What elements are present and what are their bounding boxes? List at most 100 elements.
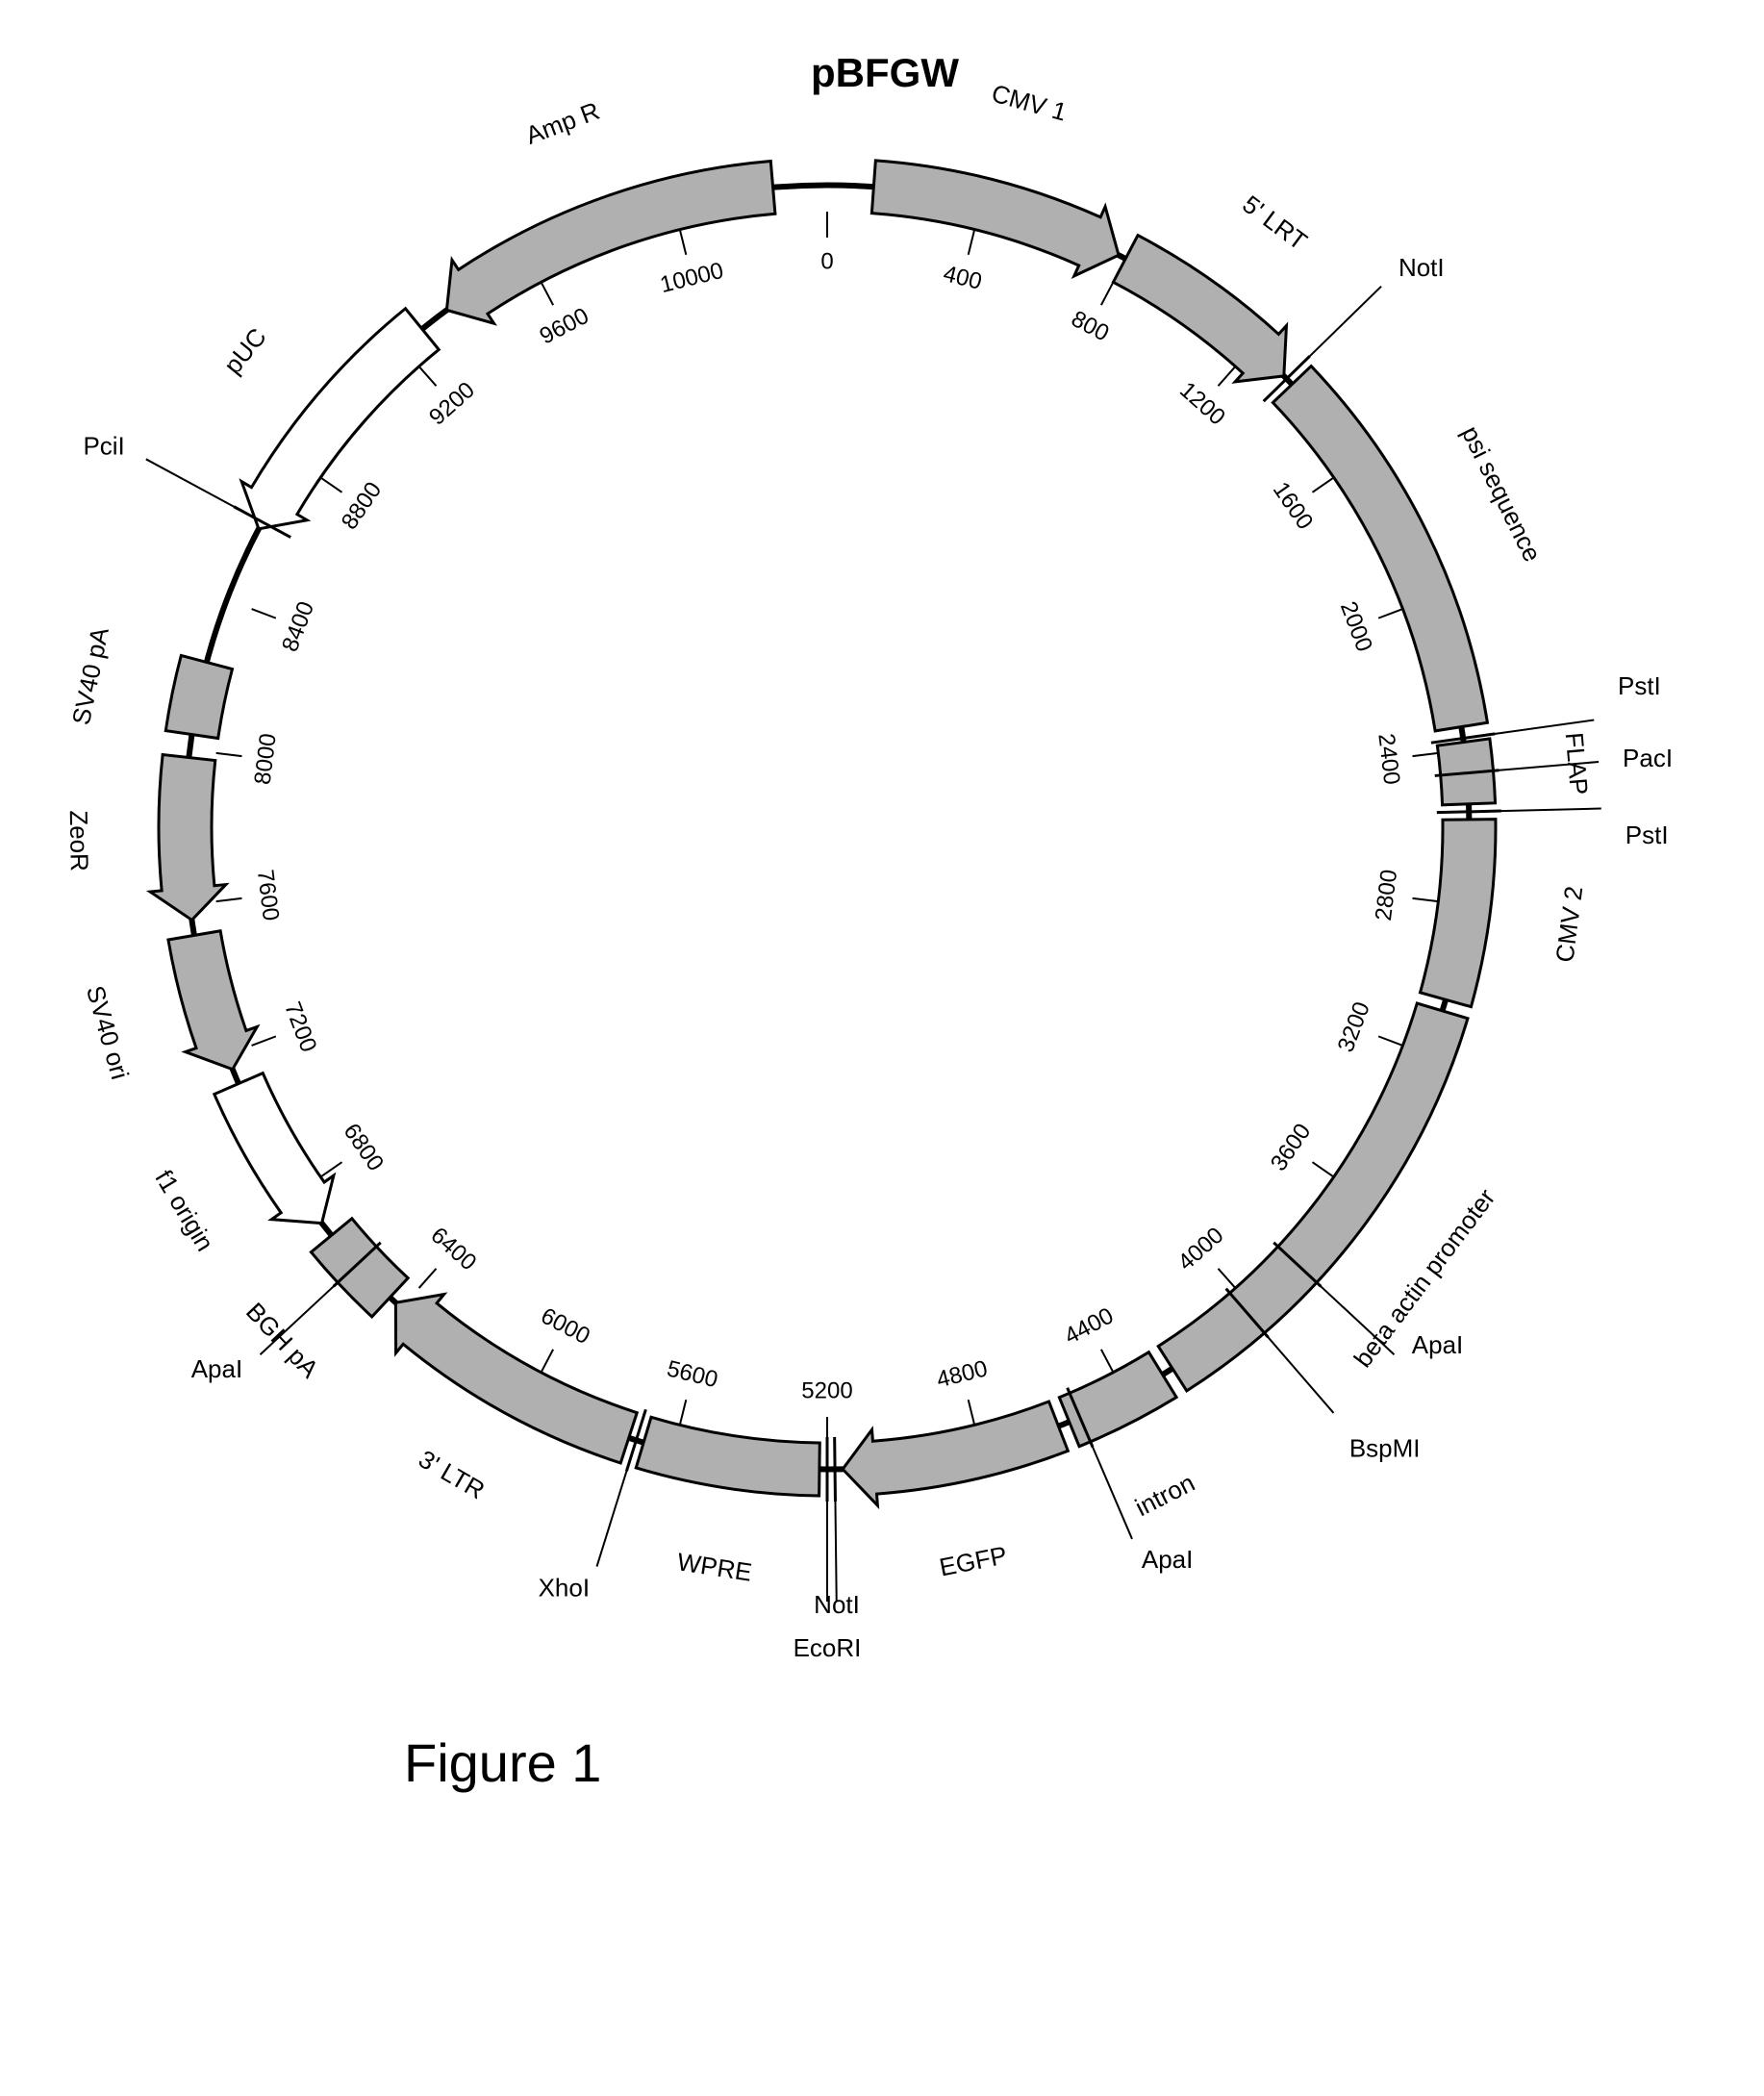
site-leader [597,1466,629,1567]
feature-label: psi sequence [1456,421,1548,567]
feature-label: 3' LTR [414,1444,490,1504]
feature-intron [1059,1352,1176,1447]
tick-label: 10000 [658,258,726,298]
tick-mark [320,477,341,492]
tick-mark [542,1350,554,1373]
tick-mark [969,230,974,255]
site-label: ApaI [191,1354,243,1383]
tick-label: 3200 [1333,998,1375,1055]
tick-label: 8800 [337,477,388,534]
site-leader [1091,1442,1132,1539]
site-tick [835,1437,836,1502]
tick-label: 7200 [279,998,321,1055]
feature-puc [241,309,439,529]
tick-mark [1101,1350,1114,1373]
site-label: ApaI [1412,1330,1464,1359]
tick-label: 2400 [1373,732,1404,786]
tick-mark [542,282,554,305]
tick-label: 800 [1067,306,1113,347]
feature-label: SV40 pA [66,624,114,727]
tick-label: 6800 [339,1119,390,1175]
tick-label: 8000 [250,732,282,786]
tick-mark [252,1036,276,1046]
tick-mark [419,366,437,386]
feature-5-lrt [1113,236,1286,382]
tick-label: 7600 [252,868,284,922]
tick-mark [419,1269,437,1288]
tick-mark [680,230,686,255]
feature-amp-r [446,161,775,323]
feature-3-ltr [395,1295,637,1463]
site-leader [1496,809,1601,812]
tick-mark [1101,282,1114,305]
site-leader [835,1496,836,1602]
plasmid-title: pBFGW [811,50,959,95]
feature-zeor [150,755,226,921]
tick-mark [216,753,242,756]
tick-mark [1413,753,1439,756]
tick-label: 0 [820,248,833,274]
feature-f1-origin [214,1073,334,1224]
feature-sv40-ori [168,931,257,1070]
feature-label: intron [1130,1468,1199,1522]
tick-label: 3600 [1266,1119,1317,1175]
site-label: NotI [1399,253,1445,282]
tick-label: 9200 [424,377,480,431]
feature-label: 5' LRT [1237,189,1312,256]
tick-label: 4400 [1060,1302,1118,1350]
feature-label: WPRE [675,1547,754,1586]
feature-label: pUC [218,322,272,379]
feature-label: EGFP [937,1540,1009,1581]
tick-label: 5200 [801,1377,852,1403]
feature-wpre [636,1417,819,1496]
site-label: PstI [1618,671,1661,700]
feature-sv40-pa [165,655,232,738]
tick-mark [680,1400,686,1425]
tick-label: 6400 [426,1223,482,1276]
tick-mark [1312,477,1333,492]
tick-mark [1378,609,1402,619]
tick-label: 2000 [1335,598,1377,655]
site-label: PstI [1625,821,1669,849]
site-leader [1305,287,1381,361]
tick-label: 6000 [537,1302,594,1350]
tick-label: 400 [941,261,984,295]
site-leader [1265,1333,1334,1413]
site-label: BspMI [1349,1434,1421,1463]
feature-label: f1 origin [149,1165,219,1256]
site-label: ApaI [1142,1545,1194,1574]
tick-label: 1600 [1268,477,1319,534]
tick-mark [216,898,242,901]
tick-label: 5600 [665,1355,720,1393]
tick-mark [1413,898,1439,901]
feature-cmv-1 [871,161,1119,276]
tick-mark [320,1162,341,1176]
site-tick [1437,811,1501,813]
tick-label: 9600 [536,303,593,350]
tick-mark [1312,1162,1333,1176]
site-label: PacI [1623,744,1673,772]
tick-label: 4800 [934,1355,990,1393]
site-label: XhoI [539,1573,591,1602]
site-label: EcoRI [794,1633,862,1662]
tick-mark [1378,1036,1402,1046]
feature-label: SV40 ori [81,982,135,1082]
feature-label: CMV 1 [989,78,1071,126]
feature-label: BGH pA [240,1297,325,1383]
feature-label: Amp R [521,96,603,150]
site-leader [146,459,239,509]
feature-cmv-2 [1420,820,1496,1007]
feature-psi-sequence [1273,366,1487,731]
tick-mark [969,1400,974,1425]
plasmid-map: pBFGW04008001200160020002400280032003600… [38,38,1726,1674]
tick-label: 2800 [1371,868,1402,922]
feature-egfp [843,1402,1068,1505]
tick-label: 8400 [277,598,319,655]
tick-label: 4000 [1173,1223,1229,1276]
site-label: PciI [83,431,124,460]
tick-mark [1218,1269,1235,1288]
figure-caption: Figure 1 [404,1731,1726,1794]
feature-label: ZeoR [64,810,94,871]
site-label: NotI [814,1590,860,1619]
tick-mark [252,609,276,619]
